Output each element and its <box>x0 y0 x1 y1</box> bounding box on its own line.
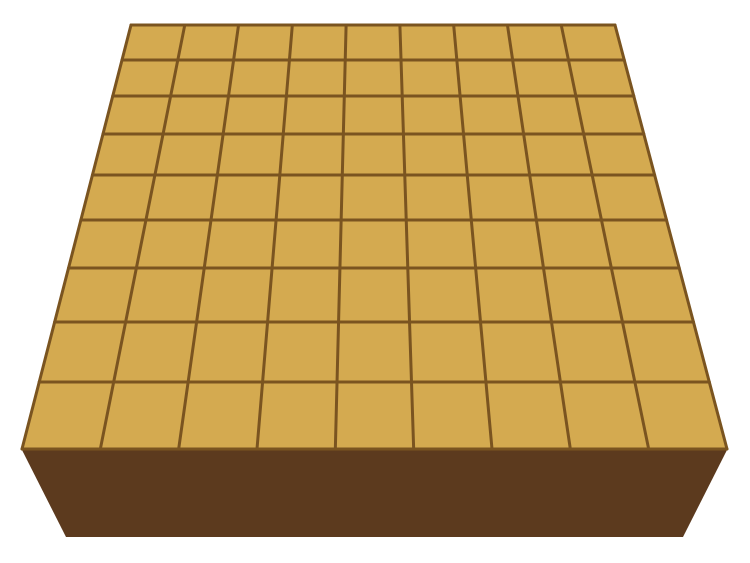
board-square[interactable] <box>171 60 234 96</box>
board-square[interactable] <box>486 382 570 449</box>
board-square[interactable] <box>460 96 524 134</box>
board-square[interactable] <box>234 25 293 60</box>
board-square[interactable] <box>126 268 205 322</box>
board-square[interactable] <box>345 25 401 60</box>
board-square[interactable] <box>457 60 518 96</box>
board-square[interactable] <box>410 322 486 382</box>
board-square[interactable] <box>113 60 178 96</box>
board-square[interactable] <box>344 60 402 96</box>
board-square[interactable] <box>283 96 344 134</box>
board-square[interactable] <box>476 268 552 322</box>
board-square[interactable] <box>100 382 188 449</box>
board-square[interactable] <box>286 60 345 96</box>
board-square[interactable] <box>211 175 280 220</box>
board-square[interactable] <box>343 96 403 134</box>
board-square[interactable] <box>223 96 286 134</box>
board-square[interactable] <box>536 220 611 268</box>
board-square[interactable] <box>341 175 406 220</box>
board-square[interactable] <box>576 96 644 134</box>
board-square[interactable] <box>179 382 263 449</box>
board-square[interactable] <box>471 220 543 268</box>
board-square[interactable] <box>276 175 342 220</box>
board-square[interactable] <box>103 96 171 134</box>
board-square[interactable] <box>268 268 340 322</box>
board-square[interactable] <box>272 220 341 268</box>
board-square[interactable] <box>464 134 530 175</box>
board-square[interactable] <box>405 175 472 220</box>
board-square[interactable] <box>467 175 536 220</box>
board-square[interactable] <box>188 322 267 382</box>
board-square[interactable] <box>204 220 276 268</box>
board-square[interactable] <box>340 220 408 268</box>
board-square[interactable] <box>403 134 467 175</box>
board-square[interactable] <box>136 220 211 268</box>
board-square[interactable] <box>122 25 185 60</box>
board-square[interactable] <box>524 134 593 175</box>
board-square[interactable] <box>178 25 239 60</box>
board-front-side <box>22 450 727 537</box>
board-square[interactable] <box>454 25 513 60</box>
board-square[interactable] <box>406 220 475 268</box>
board-square[interactable] <box>543 268 622 322</box>
board-square[interactable] <box>400 25 457 60</box>
board-square[interactable] <box>481 322 561 382</box>
board-square[interactable] <box>163 96 228 134</box>
board-square[interactable] <box>507 25 568 60</box>
board-square[interactable] <box>92 134 163 175</box>
board-cells <box>22 25 727 449</box>
board-square[interactable] <box>402 96 463 134</box>
board-square[interactable] <box>146 175 217 220</box>
board-square[interactable] <box>114 322 197 382</box>
board-square[interactable] <box>217 134 283 175</box>
board-square[interactable] <box>335 382 413 449</box>
board-square[interactable] <box>337 322 411 382</box>
board-square[interactable] <box>155 134 223 175</box>
board-square[interactable] <box>342 134 404 175</box>
board-square[interactable] <box>530 175 602 220</box>
board-square[interactable] <box>411 382 492 449</box>
board-square[interactable] <box>339 268 410 322</box>
board-square[interactable] <box>229 60 290 96</box>
board-square[interactable] <box>408 268 481 322</box>
board-square[interactable] <box>518 96 584 134</box>
board-square[interactable] <box>257 382 337 449</box>
board-square[interactable] <box>568 60 633 96</box>
board-square[interactable] <box>401 60 460 96</box>
board-square[interactable] <box>197 268 272 322</box>
board-square[interactable] <box>289 25 346 60</box>
board-square[interactable] <box>513 60 576 96</box>
board-square[interactable] <box>551 322 634 382</box>
board-square[interactable] <box>280 134 344 175</box>
board-square[interactable] <box>561 25 624 60</box>
board-square[interactable] <box>263 322 339 382</box>
